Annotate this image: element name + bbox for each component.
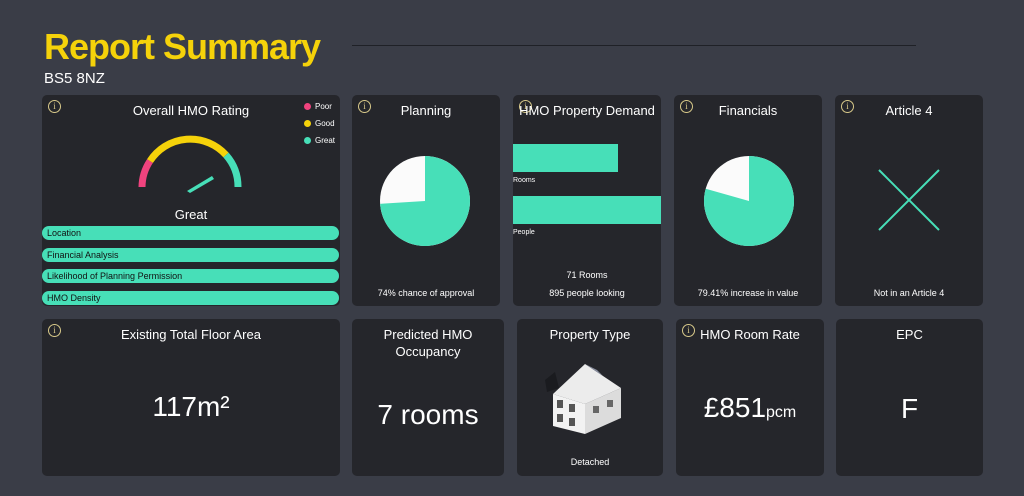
planning-card: i Planning 74% chance of approval [352, 95, 500, 306]
people-bar [513, 196, 661, 224]
info-icon[interactable]: i [358, 100, 371, 113]
card-title: HMO Room Rate [700, 327, 800, 342]
house-icon [545, 364, 621, 434]
cross-icon [878, 169, 940, 231]
info-icon[interactable]: i [682, 324, 695, 337]
page-title: Report Summary [44, 26, 321, 67]
card-title: EPC [896, 327, 923, 342]
pie-slice-approval [380, 156, 471, 246]
property-type-caption: Detached [570, 457, 610, 467]
room-rate-amount: £851 [703, 392, 767, 423]
card-title: HMO Property Demand [519, 103, 655, 118]
card-title: Planning [400, 103, 452, 118]
poor-dot [304, 103, 311, 111]
factor-financial-analysis: Financial Analysis [42, 248, 339, 262]
great-dot [304, 137, 311, 145]
card-title: Financials [718, 103, 778, 118]
financials-card: i Financials 79.41% increase in value [674, 95, 822, 306]
card-title: Article 4 [885, 103, 933, 118]
rating-value: Great [174, 207, 208, 222]
floor-area-value: 117m² [152, 391, 230, 422]
room-rate-unit: pcm [766, 404, 797, 421]
room-rate-value: £851pcm [676, 392, 824, 424]
overall-rating-card: i Overall HMO Rating Poor Good Great Gre… [42, 95, 340, 306]
rooms-label: Rooms [513, 177, 536, 184]
legend-great: Great [304, 136, 335, 145]
epc-card: EPC F [836, 319, 983, 476]
article4-caption: Not in an Article 4 [873, 288, 945, 298]
card-title: Existing Total Floor Area [121, 327, 261, 342]
legend-good: Good [304, 119, 335, 128]
floor-area-card: i Existing Total Floor Area 117m² [42, 319, 340, 476]
rating-gauge [138, 135, 242, 193]
people-label: People [513, 229, 535, 236]
occupancy-value: 7 rooms [377, 399, 479, 430]
occupancy-card: Predicted HMO Occupancy 7 rooms [352, 319, 504, 476]
room-rate-card: i HMO Room Rate £851pcm [676, 319, 824, 476]
pie-slice-increase [704, 156, 795, 246]
rooms-caption: 71 Rooms [566, 270, 608, 280]
rooms-bar [513, 144, 618, 172]
info-icon[interactable]: i [841, 100, 854, 113]
info-icon[interactable]: i [680, 100, 693, 113]
demand-card: i HMO Property Demand Rooms People 71 Ro… [513, 95, 661, 306]
good-dot [304, 120, 311, 128]
factor-hmo-density: HMO Density [42, 291, 339, 305]
card-title: Property Type [549, 327, 631, 342]
card-title: Predicted HMO Occupancy [383, 327, 473, 359]
financials-pie [704, 156, 795, 246]
property-type-card: Property Type Detached [517, 319, 663, 476]
planning-pie [380, 156, 471, 246]
legend-poor: Poor [304, 102, 332, 111]
factor-planning-permission: Likelihood of Planning Permission [42, 269, 339, 283]
planning-caption: 74% chance of approval [377, 288, 475, 298]
financials-caption: 79.41% increase in value [697, 288, 799, 298]
info-icon[interactable]: i [519, 100, 532, 113]
people-caption: 895 people looking [549, 288, 625, 298]
factor-location: Location [42, 226, 339, 240]
card-title: Overall HMO Rating [132, 103, 250, 118]
title-divider [352, 45, 916, 46]
postcode: BS5 8NZ [44, 70, 105, 87]
info-icon[interactable]: i [48, 100, 61, 113]
info-icon[interactable]: i [48, 324, 61, 337]
article4-card: i Article 4 Not in an Article 4 [835, 95, 983, 306]
epc-value: F [900, 393, 919, 424]
